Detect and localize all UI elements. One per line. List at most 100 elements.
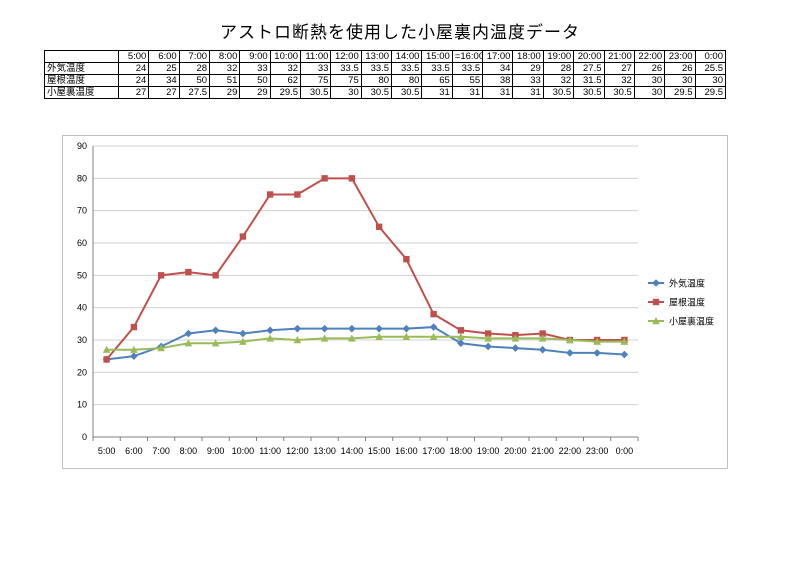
table-header-cell: 10:00	[269, 50, 302, 63]
table-row: 屋根温度 24 34 50 51 50 62 75 75 80 80 65 55 38 33 32 31.5 3…	[44, 74, 727, 87]
data-point	[211, 326, 220, 335]
table-header-cell: 7:00	[178, 50, 211, 63]
data-point	[375, 332, 383, 340]
data-point	[293, 336, 302, 344]
table-cell: 27	[148, 86, 180, 99]
data-point	[539, 330, 546, 337]
y-tick-label: 50	[77, 270, 87, 280]
data-point	[130, 345, 138, 353]
table-cell: 30.5	[360, 86, 393, 99]
legend-marker	[652, 317, 660, 325]
table-cell: 75	[300, 74, 332, 87]
table-cell: 31.5	[573, 74, 605, 87]
table-header-row: 5:00 6:00 7:00 8:00 9:00 10:00 11:00 12:00 13:00…	[44, 50, 727, 63]
table-cell: 30.5	[573, 86, 605, 99]
table-header-cell: 5:00	[117, 50, 150, 63]
table-cell: 27	[117, 86, 150, 99]
table-header-cell: 12:00	[330, 50, 362, 63]
table-cell: 33	[512, 74, 544, 87]
data-point	[620, 350, 629, 359]
series-line-3	[106, 335, 625, 351]
table-cell: 29.5	[694, 86, 727, 99]
table-cell: 28	[178, 62, 211, 75]
data-point	[538, 345, 547, 354]
x-tick-label: 22:00	[559, 446, 582, 456]
data-point	[157, 272, 165, 279]
table-cell: 25.5	[694, 62, 727, 75]
data-point	[402, 324, 411, 333]
table-header-cell: 17:00	[482, 50, 514, 63]
x-tick-label: 10:00	[232, 446, 255, 456]
table-cell: 32	[209, 62, 241, 75]
data-point	[239, 233, 247, 240]
data-point	[211, 339, 220, 347]
data-point	[457, 327, 465, 334]
data-point	[457, 332, 465, 340]
table-cell: 33.5	[391, 62, 423, 75]
data-point	[348, 175, 356, 182]
table-cell: 62	[269, 74, 302, 87]
x-tick-label: 20:00	[504, 446, 527, 456]
y-tick-label: 70	[77, 206, 87, 216]
table-cell: 26	[664, 62, 696, 75]
table-cell: 24	[117, 62, 150, 75]
table-cell: 28	[542, 62, 575, 75]
data-point	[429, 323, 438, 331]
table-cell: 29.5	[269, 86, 302, 99]
data-point	[484, 334, 492, 342]
data-point	[593, 337, 601, 345]
table-corner-cell	[44, 50, 119, 63]
data-point	[402, 332, 411, 340]
x-tick-label: 14:00	[341, 446, 364, 456]
data-point	[103, 356, 110, 363]
y-tick-label: 90	[77, 141, 87, 151]
table-cell: 30.5	[391, 86, 423, 99]
table-cell: 31	[421, 86, 453, 99]
data-point	[430, 310, 437, 318]
table-cell: 30.5	[300, 86, 332, 99]
x-tick-label: 15:00	[368, 446, 391, 456]
table-cell: 51	[209, 74, 241, 87]
table-cell: 34	[482, 62, 514, 75]
data-point	[511, 334, 520, 342]
x-tick-label: 13:00	[313, 446, 336, 456]
table-cell: 75	[330, 74, 362, 87]
table-cell: 29.5	[664, 86, 696, 99]
x-tick-label: 11:00	[259, 446, 281, 456]
data-point	[157, 344, 165, 352]
data-point	[566, 336, 574, 344]
x-tick-label: 23:00	[586, 446, 609, 456]
page-title: アストロ断熱を使用した小屋裏内温度データ	[220, 23, 580, 43]
y-tick-label: 30	[77, 335, 87, 345]
y-tick-label: 80	[77, 173, 87, 183]
data-point	[538, 334, 547, 342]
data-point	[375, 324, 383, 333]
data-table: 5:00 6:00 7:00 8:00 9:00 10:00 11:00 12:00 13:00…	[44, 50, 727, 99]
table-header-cell: 22:00	[633, 50, 666, 63]
x-tick-label: 0:00	[616, 446, 634, 456]
legend-marker	[652, 298, 660, 306]
data-point	[102, 345, 111, 353]
table-cell: 32	[603, 74, 635, 87]
table-cell: 30	[694, 74, 727, 87]
table-cell: 31	[451, 86, 484, 99]
data-point	[403, 255, 410, 263]
table-header-cell: =16:00	[451, 50, 484, 63]
table-cell: 33	[239, 62, 271, 75]
x-tick-label: 18:00	[450, 446, 473, 456]
series-line-1	[106, 326, 625, 361]
table-cell: 30.5	[603, 86, 635, 99]
data-point	[620, 337, 629, 345]
table-cell: 29	[512, 62, 544, 75]
table-header-cell: 23:00	[664, 50, 696, 63]
data-point	[375, 223, 383, 231]
table-cell: 33	[300, 62, 332, 75]
data-point	[320, 324, 329, 333]
table-cell: 33.5	[421, 62, 453, 75]
y-tick-label: 40	[77, 303, 87, 313]
x-tick-label: 6:00	[125, 446, 143, 456]
table-cell: 24	[117, 74, 150, 87]
table-cell: 29	[209, 86, 241, 99]
y-tick-label: 10	[77, 400, 87, 410]
data-point	[348, 324, 356, 333]
